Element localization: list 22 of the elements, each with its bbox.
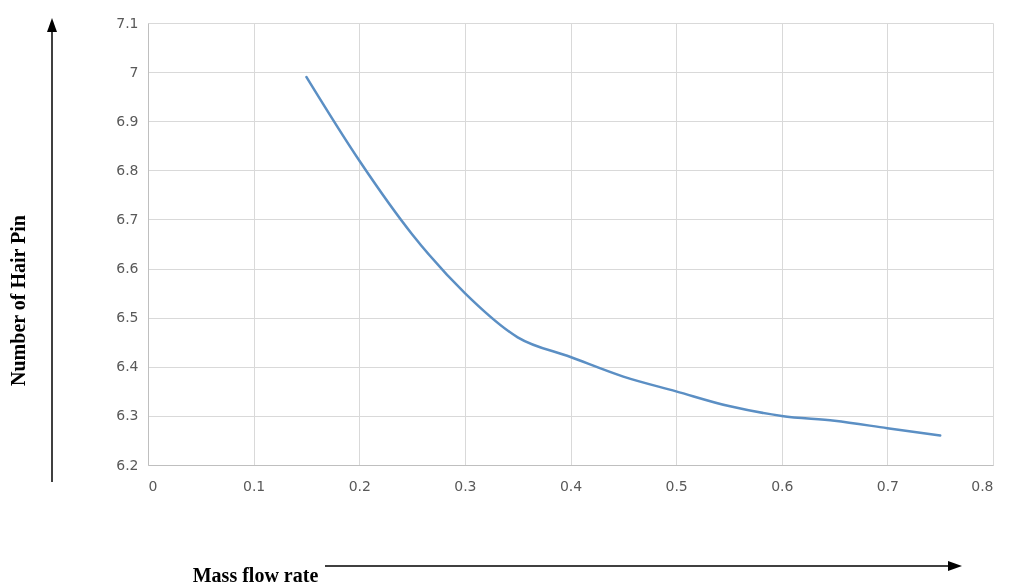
y-tick-label: 6.3 bbox=[116, 407, 139, 424]
x-tick-label: 0.8 bbox=[971, 477, 994, 494]
x-tick-label: 0 bbox=[148, 477, 158, 494]
x-tick-label: 0.1 bbox=[242, 477, 266, 494]
y-tick-label: 7 bbox=[129, 63, 139, 80]
y-axis-title: Number of Hair Pin bbox=[6, 215, 29, 386]
line-series bbox=[305, 75, 942, 437]
x-tick-label: 0.3 bbox=[454, 477, 477, 494]
x-tick-label: 0.5 bbox=[665, 477, 688, 494]
y-tick-label: 7.1 bbox=[116, 14, 139, 31]
y-tick-label: 6.9 bbox=[116, 112, 139, 129]
x-tick-label: 0.6 bbox=[771, 477, 794, 494]
x-tick-label: 0.2 bbox=[348, 477, 371, 494]
x-tick-label: 0.4 bbox=[559, 477, 583, 494]
y-tick-label: 6.5 bbox=[116, 309, 139, 326]
y-tick-label: 6.7 bbox=[116, 210, 139, 227]
y-tick-label: 6.2 bbox=[116, 456, 139, 473]
y-tick-label: 6.8 bbox=[116, 161, 139, 178]
y-tick-label: 6.6 bbox=[116, 260, 139, 277]
x-axis-title: Mass flow rate bbox=[192, 563, 319, 584]
y-tick-label: 6.4 bbox=[116, 358, 139, 375]
x-tick-label: 0.7 bbox=[876, 477, 900, 494]
